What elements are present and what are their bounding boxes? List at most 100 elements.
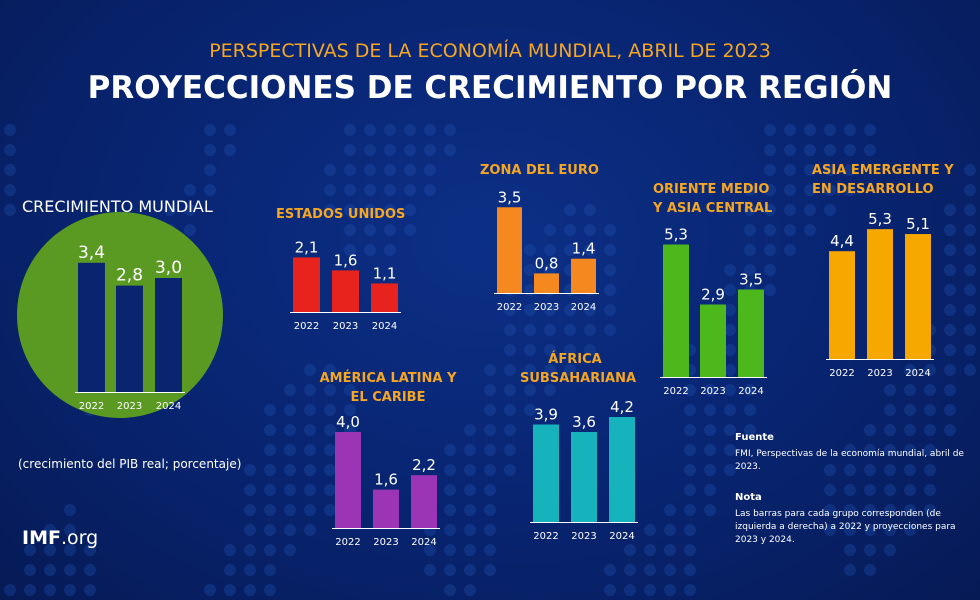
map-dot (724, 404, 736, 416)
map-dot (224, 124, 236, 136)
map-dot (184, 204, 196, 216)
map-dot (344, 224, 356, 236)
map-dot (744, 264, 756, 276)
map-dot (844, 564, 856, 576)
map-dot (604, 224, 616, 236)
map-dot (344, 144, 356, 156)
map-dot (164, 204, 176, 216)
note-text: Las barras para cada grupo corresponden … (735, 509, 956, 545)
map-dot (324, 384, 336, 396)
map-dot (44, 524, 56, 536)
year-label: 2023 (700, 386, 725, 397)
map-dot (944, 424, 956, 436)
year-label: 2022 (79, 401, 104, 412)
us-chart-title: ESTADOS UNIDOS (276, 207, 406, 222)
map-dot (864, 444, 876, 456)
map-dot (664, 504, 676, 516)
map-dot (284, 484, 296, 496)
map-dot (464, 464, 476, 476)
map-dot (384, 144, 396, 156)
map-dot (444, 464, 456, 476)
bar-2022 (663, 244, 689, 377)
map-dot (244, 484, 256, 496)
map-dot (64, 524, 76, 536)
map-dot (224, 564, 236, 576)
map-dot (564, 304, 576, 316)
map-dot (704, 464, 716, 476)
map-dot (724, 424, 736, 436)
map-dot (604, 584, 616, 596)
map-dot (304, 484, 316, 496)
map-dot (264, 564, 276, 576)
map-dot (924, 444, 936, 456)
map-dot (484, 564, 496, 576)
map-dot (604, 244, 616, 256)
map-dot (744, 404, 756, 416)
map-dot (324, 464, 336, 476)
bar-2022 (497, 207, 522, 293)
map-dot (684, 484, 696, 496)
map-dot (964, 244, 976, 256)
chart-6: 3,9 2022 3,6 2023 4,2 2024 (530, 398, 638, 542)
map-dot (4, 184, 16, 196)
map-dot (204, 584, 216, 596)
map-dot (764, 224, 776, 236)
map-dot (264, 584, 276, 596)
map-dot (824, 124, 836, 136)
map-dot (784, 204, 796, 216)
map-dot (264, 424, 276, 436)
map-dot (524, 324, 536, 336)
bar-2023 (332, 270, 359, 312)
map-dot (684, 584, 696, 596)
map-dot (964, 344, 976, 356)
map-dot (504, 404, 516, 416)
map-dot (484, 504, 496, 516)
map-dot (344, 384, 356, 396)
map-dot (844, 124, 856, 136)
map-dot (824, 144, 836, 156)
map-dot (284, 464, 296, 476)
source-text: FMI, Perspectivas de la economía mundial… (735, 449, 964, 472)
map-dot (744, 184, 756, 196)
map-dot (864, 504, 876, 516)
value-label: 4,4 (830, 232, 854, 250)
map-dot (4, 584, 16, 596)
source-heading: Fuente (735, 432, 774, 443)
map-dot (924, 504, 936, 516)
year-label: 2023 (333, 321, 358, 332)
map-dot (524, 344, 536, 356)
map-dot (484, 404, 496, 416)
map-dot (944, 264, 956, 276)
africa-chart-title: ÁFRICA SUBSAHARIANA (520, 352, 637, 386)
map-dot (724, 284, 736, 296)
map-dot (284, 504, 296, 516)
map-dot (944, 284, 956, 296)
value-label: 3,5 (498, 188, 522, 206)
map-dot (424, 184, 436, 196)
map-dot (564, 204, 576, 216)
map-dot (444, 124, 456, 136)
map-dot (204, 144, 216, 156)
map-dot (864, 484, 876, 496)
imf-logo[interactable]: IMF.org (22, 527, 98, 549)
value-label: 1,4 (572, 240, 596, 258)
map-dot (824, 184, 836, 196)
map-dot (824, 164, 836, 176)
map-dot (904, 364, 916, 376)
map-dot (884, 484, 896, 496)
map-dot (684, 384, 696, 396)
map-dot (844, 464, 856, 476)
value-label: 3,4 (78, 243, 105, 263)
map-dot (744, 224, 756, 236)
value-label: 1,1 (373, 264, 397, 282)
map-dot (324, 424, 336, 436)
map-dot (944, 384, 956, 396)
map-dot (904, 504, 916, 516)
map-dot (644, 584, 656, 596)
map-dot (44, 544, 56, 556)
map-dot (344, 204, 356, 216)
map-dot (684, 524, 696, 536)
map-dot (344, 404, 356, 416)
map-dot (484, 384, 496, 396)
map-dot (484, 444, 496, 456)
